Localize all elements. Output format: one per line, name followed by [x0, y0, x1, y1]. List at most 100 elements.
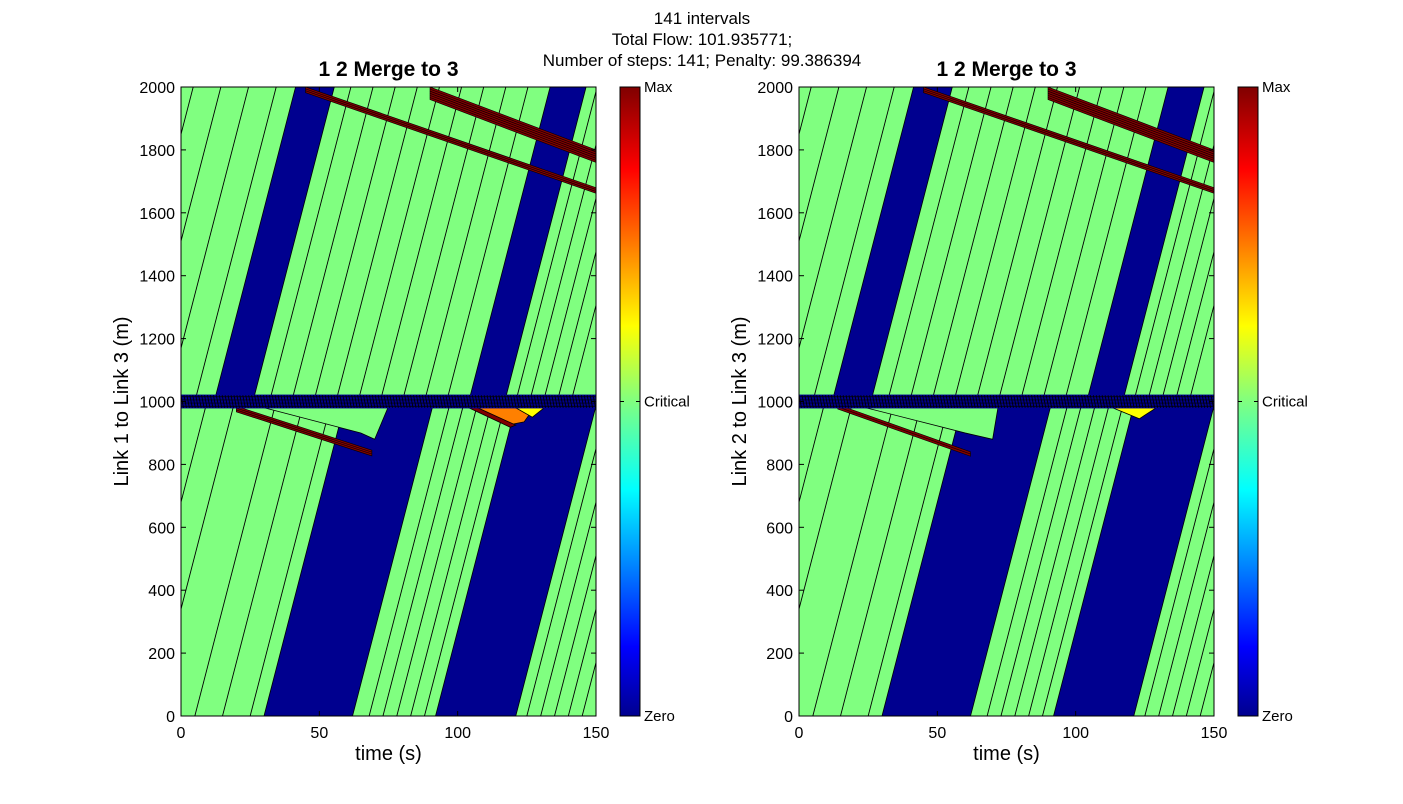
interface-tick [233, 395, 237, 408]
lower-wave-line [222, 401, 305, 716]
interface-tick [1157, 395, 1162, 408]
y-tick-label: 1800 [757, 143, 793, 160]
lower-wave-line [540, 500, 596, 716]
interface-tick [1101, 395, 1106, 408]
interface-tick [327, 395, 332, 408]
interface-tick [866, 395, 870, 408]
interface-tick [398, 395, 402, 408]
interface-tick [427, 395, 432, 408]
interface-tick [848, 395, 852, 408]
interface-tick [516, 395, 520, 408]
interface-tick [1034, 395, 1038, 408]
y-tick-label: 400 [148, 583, 175, 600]
lower-wave-line [526, 446, 596, 716]
x-tick-label: 0 [795, 725, 804, 742]
interface-tick [198, 395, 202, 408]
interface-tick [457, 395, 461, 408]
x-tick-label: 100 [444, 725, 471, 742]
colorbar-label: Zero [1262, 708, 1293, 725]
interface-tick [883, 395, 888, 408]
interface-tick [424, 395, 429, 408]
interface-tick [1001, 395, 1006, 408]
interface-tick [1051, 395, 1056, 408]
interface-tick [880, 395, 885, 408]
interface-tick [454, 395, 458, 408]
interface-tick [1069, 395, 1073, 408]
interface-tick [857, 395, 861, 408]
interface-tick [218, 395, 223, 408]
interface-tick [898, 395, 903, 408]
x-axis-label: time (s) [973, 743, 1040, 765]
interface-tick [360, 395, 364, 408]
interface-tick [822, 395, 826, 408]
interface-tick [1031, 395, 1035, 408]
y-tick-label: 1000 [139, 395, 175, 412]
y-tick-label: 1400 [757, 269, 793, 286]
interface-tick [960, 395, 964, 408]
interface-tick [566, 395, 570, 408]
interface-tick [215, 395, 220, 408]
interface-tick [836, 395, 841, 408]
interface-tick [304, 395, 308, 408]
interface-tick [981, 395, 985, 408]
interface-tick [345, 395, 349, 408]
interface-tick [474, 395, 479, 408]
interface-cells [181, 394, 596, 409]
upper-wave-line [1188, 303, 1214, 402]
colorbar: Max Critical Zero [1237, 79, 1308, 725]
y-tick-label: 1400 [139, 269, 175, 286]
interface-tick [569, 395, 573, 408]
interface-tick [860, 395, 864, 408]
interface-tick [498, 395, 502, 408]
interface-tick [892, 395, 897, 408]
interface-tick [1075, 395, 1079, 408]
interface-tick [872, 395, 876, 408]
interface-tick [321, 395, 326, 408]
congestion-hatch [837, 406, 971, 455]
congestion-hatch [236, 409, 372, 455]
interface-tick [1007, 395, 1011, 408]
interface-tick [1137, 395, 1141, 408]
y-tick-label: 1000 [757, 395, 793, 412]
upper-wave-line [1133, 89, 1214, 402]
interface-tick [374, 395, 379, 408]
colorbar-label: Max [644, 79, 673, 96]
interface-tick [354, 395, 358, 408]
interface-tick [471, 395, 476, 408]
upper-wave-line [1160, 196, 1214, 402]
upper-wave-line [887, 87, 970, 402]
interface-tick [1066, 395, 1070, 408]
interface-tick [265, 395, 270, 408]
interface-tick [901, 395, 905, 408]
x-tick-label: 150 [1201, 725, 1228, 742]
lower-wave-line [368, 401, 451, 716]
upper-wave-line [542, 196, 596, 402]
congestion-hatch [1047, 95, 1214, 159]
interface-tick [318, 395, 323, 408]
interface-tick [371, 395, 376, 408]
interface-tick [283, 395, 287, 408]
interface-tick [919, 395, 923, 408]
interface-tick [1081, 395, 1085, 408]
interface-tick [833, 395, 838, 408]
interface-tick [212, 395, 217, 408]
interface-tick [386, 395, 390, 408]
lower-wave-line [799, 401, 854, 611]
interface-tick [825, 395, 829, 408]
interface-tick [495, 395, 499, 408]
upper-wave-line [291, 87, 374, 402]
plot-title: 1 2 Merge to 3 [318, 58, 458, 81]
interface-tick [315, 395, 320, 408]
interface-tick [1110, 395, 1114, 408]
interface-tick [1042, 395, 1047, 408]
interface-tick [286, 395, 290, 408]
lower-wave-line [181, 401, 208, 504]
y-axis-label: Link 1 to Link 3 (m) [111, 316, 133, 486]
upper-wave-line [401, 87, 485, 402]
interface-tick [268, 395, 273, 408]
lower-wave-line [1144, 446, 1214, 716]
interface-tick [357, 395, 361, 408]
interface-tick [1095, 395, 1100, 408]
interface-tick [1092, 395, 1097, 408]
interface-tick [224, 395, 229, 408]
